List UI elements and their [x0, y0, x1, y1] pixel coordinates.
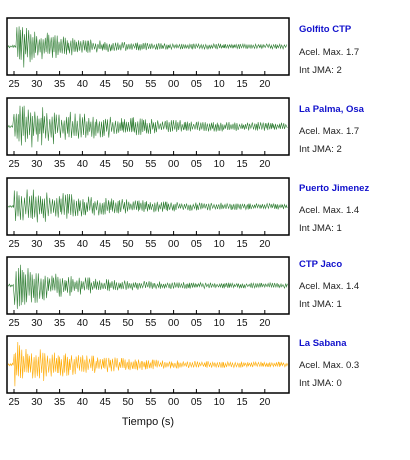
x-tick-label: 30: [31, 159, 43, 170]
x-tick-label: 25: [8, 79, 20, 90]
acel-max-ctp-jaco: Acel. Max. 1.4: [299, 281, 360, 292]
x-tick-label: 05: [191, 159, 203, 170]
x-tick-label: 40: [77, 79, 89, 90]
jma-puerto-jimenez: Int JMA: 1: [299, 223, 342, 234]
waveform-trace: [7, 26, 288, 68]
x-tick-label: 35: [54, 397, 66, 408]
x-tick-label: 40: [77, 397, 89, 408]
x-tick-label: 50: [122, 318, 134, 329]
x-tick-label: 50: [122, 79, 134, 90]
x-tick-label: 00: [168, 318, 180, 329]
jma-golfito: Int JMA: 2: [299, 65, 342, 76]
station-label-puerto-jimenez: Puerto Jimenez: [299, 183, 370, 194]
waveform-trace: [7, 341, 288, 387]
x-tick-label: 05: [191, 239, 203, 250]
x-tick-label: 55: [145, 79, 157, 90]
x-tick-label: 35: [54, 159, 66, 170]
x-tick-label: 35: [54, 239, 66, 250]
x-tick-label: 40: [77, 318, 89, 329]
x-tick-label: 30: [31, 239, 43, 250]
station-label-ctp-jaco: CTP Jaco: [299, 259, 343, 270]
x-tick-label: 10: [214, 318, 226, 329]
x-tick-label: 20: [259, 159, 271, 170]
waveform-trace: [7, 189, 288, 223]
x-tick-label: 05: [191, 397, 203, 408]
x-tick-label: 40: [77, 159, 89, 170]
x-tick-label: 20: [259, 239, 271, 250]
x-tick-label: 15: [236, 397, 248, 408]
x-axis-label: Tiempo (s): [121, 416, 175, 428]
x-tick-label: 55: [145, 397, 157, 408]
acel-max-la-sabana: Acel. Max. 0.3: [299, 360, 360, 371]
waveform-trace: [7, 105, 288, 148]
x-tick-label: 15: [236, 79, 248, 90]
x-tick-label: 00: [168, 239, 180, 250]
x-tick-label: 50: [122, 397, 134, 408]
x-tick-label: 30: [31, 397, 43, 408]
x-tick-label: 45: [100, 318, 112, 329]
x-tick-label: 25: [8, 397, 20, 408]
x-tick-label: 05: [191, 318, 203, 329]
x-tick-label: 50: [122, 239, 134, 250]
x-tick-label: 15: [236, 239, 248, 250]
jma-la-palma: Int JMA: 2: [299, 144, 342, 155]
x-tick-label: 55: [145, 318, 157, 329]
x-tick-label: 50: [122, 159, 134, 170]
x-tick-label: 10: [214, 239, 226, 250]
x-tick-label: 25: [8, 318, 20, 329]
x-tick-label: 10: [214, 79, 226, 90]
x-tick-label: 10: [214, 397, 226, 408]
waveform-trace: [7, 264, 288, 309]
x-tick-label: 45: [100, 239, 112, 250]
x-tick-label: 55: [145, 159, 157, 170]
jma-ctp-jaco: Int JMA: 1: [299, 299, 342, 310]
acel-max-golfito: Acel. Max. 1.7: [299, 47, 360, 58]
x-tick-label: 00: [168, 397, 180, 408]
x-tick-label: 15: [236, 159, 248, 170]
x-tick-label: 35: [54, 79, 66, 90]
x-tick-label: 35: [54, 318, 66, 329]
x-tick-label: 45: [100, 159, 112, 170]
x-tick-label: 40: [77, 239, 89, 250]
x-tick-label: 10: [214, 159, 226, 170]
station-label-la-sabana: La Sabana: [299, 338, 347, 349]
x-tick-label: 20: [259, 397, 271, 408]
x-tick-label: 25: [8, 159, 20, 170]
x-tick-label: 00: [168, 79, 180, 90]
jma-la-sabana: Int JMA: 0: [299, 378, 342, 389]
station-label-golfito: Golfito CTP: [299, 24, 352, 35]
x-tick-label: 55: [145, 239, 157, 250]
x-tick-label: 25: [8, 239, 20, 250]
acel-max-puerto-jimenez: Acel. Max. 1.4: [299, 205, 360, 216]
acel-max-la-palma: Acel. Max. 1.7: [299, 126, 360, 137]
x-tick-label: 30: [31, 79, 43, 90]
x-tick-label: 20: [259, 318, 271, 329]
x-tick-label: 45: [100, 79, 112, 90]
x-tick-label: 15: [236, 318, 248, 329]
x-tick-label: 45: [100, 397, 112, 408]
x-tick-label: 30: [31, 318, 43, 329]
x-tick-label: 00: [168, 159, 180, 170]
x-tick-label: 05: [191, 79, 203, 90]
station-label-la-palma: La Palma, Osa: [299, 104, 364, 115]
x-tick-label: 20: [259, 79, 271, 90]
